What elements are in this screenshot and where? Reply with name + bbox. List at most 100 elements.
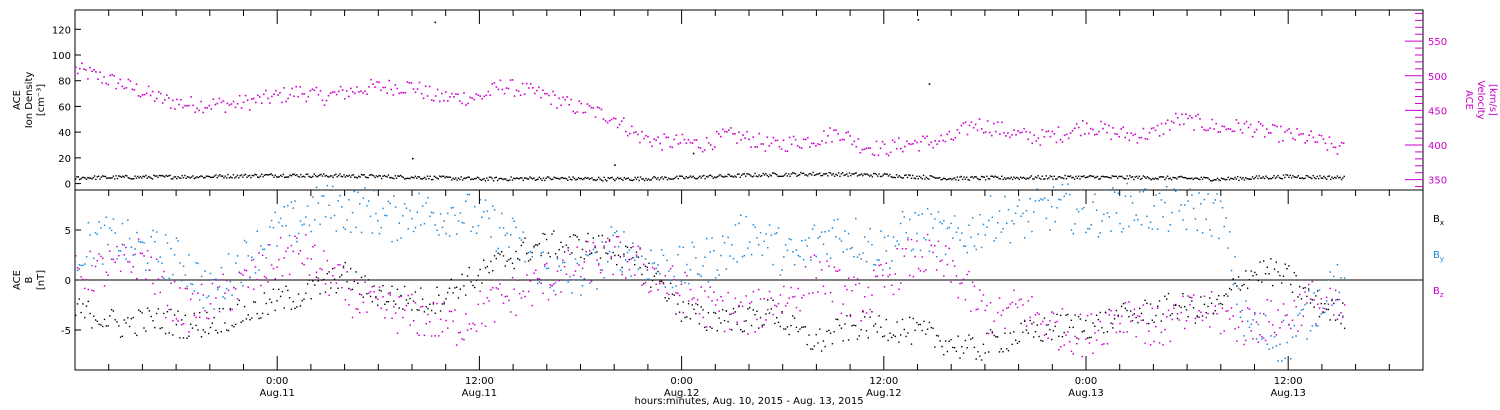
- density-point-850: [1220, 177, 1223, 179]
- density-point-514: [767, 176, 770, 178]
- bz-point-564: [1088, 342, 1091, 344]
- velocity-point-133: [343, 98, 346, 100]
- velocity-point-21: [117, 82, 120, 84]
- bz-point-476: [930, 244, 932, 247]
- density-point-676: [986, 175, 988, 177]
- velocity-point-72: [220, 101, 223, 104]
- bx-point-545: [1054, 325, 1056, 328]
- bz-point-81: [220, 279, 223, 281]
- bx-point-656: [1254, 271, 1256, 274]
- by-point-8: [89, 234, 91, 236]
- bx-point-54: [172, 334, 174, 336]
- by-point-664: [1268, 348, 1270, 350]
- density-point-869: [1246, 177, 1248, 180]
- velocity-point-92: [261, 102, 263, 104]
- velocity-point-254: [588, 105, 591, 107]
- density-point-142: [266, 174, 268, 176]
- density-point-740: [1072, 176, 1074, 179]
- by-point-349: [702, 265, 704, 267]
- bx-point-343: [691, 304, 693, 306]
- bx-point-210: [452, 292, 454, 294]
- by-point-638: [1221, 207, 1224, 209]
- bx-point-140: [326, 273, 328, 275]
- bz-point-58: [179, 287, 181, 289]
- velocity-point-559: [1205, 129, 1207, 132]
- velocity-point-268: [616, 126, 619, 129]
- by-point-46: [157, 260, 160, 263]
- density-point-709: [1030, 175, 1033, 177]
- bx-point-335: [677, 303, 679, 305]
- bz-point-256: [535, 269, 537, 272]
- bz-point-591: [1137, 315, 1139, 317]
- density-point-234: [390, 176, 392, 179]
- bx-point-677: [1291, 291, 1294, 293]
- by-point-491: [957, 227, 959, 229]
- bz-point-427: [842, 303, 844, 305]
- velocity-point-512: [1110, 138, 1112, 141]
- bz-point-570: [1099, 320, 1101, 323]
- density-point-293: [470, 178, 472, 181]
- bz-point-57: [177, 320, 179, 322]
- bz-point-507: [986, 304, 988, 307]
- bx-point-456: [894, 335, 896, 338]
- by-point-117: [285, 224, 287, 227]
- density-point-177: [313, 173, 315, 175]
- bz-point-614: [1178, 319, 1181, 321]
- bz-point-703: [1338, 298, 1340, 301]
- by-point-339: [684, 282, 686, 284]
- bz-point-594: [1142, 304, 1145, 306]
- density-point-938: [1339, 176, 1341, 179]
- density-point-860: [1234, 176, 1236, 179]
- bz-point-647: [1237, 326, 1240, 329]
- by-point-271: [562, 261, 564, 264]
- density-point-571: [844, 174, 847, 176]
- bz-point-68: [197, 292, 199, 294]
- density-point-803: [1157, 178, 1159, 180]
- density-point-314: [498, 178, 500, 180]
- by-point-673: [1284, 357, 1287, 360]
- velocity-point-319: [720, 135, 722, 138]
- by-point-235: [497, 247, 499, 250]
- bx-point-386: [768, 312, 771, 314]
- by-point-157: [357, 191, 359, 194]
- bx-point-396: [786, 326, 789, 328]
- density-point-634: [929, 175, 931, 177]
- velocity-point-342: [766, 136, 769, 138]
- by-point-598: [1149, 221, 1152, 223]
- density-point-853: [1224, 179, 1227, 181]
- bx-point-306: [625, 245, 627, 248]
- bx-point-204: [441, 303, 444, 305]
- by-point-224: [477, 225, 480, 227]
- bz-point-694: [1322, 311, 1324, 313]
- by-point-5: [84, 263, 86, 265]
- velocity-point-350: [782, 139, 785, 142]
- bx-point-440: [865, 330, 868, 332]
- bz-point-666: [1272, 324, 1274, 326]
- velocity-tick-label-1: 400: [1428, 141, 1447, 152]
- density-point-822: [1183, 176, 1185, 179]
- bx-point-617: [1184, 306, 1186, 308]
- bz-point-392: [779, 294, 782, 296]
- by-point-155: [353, 190, 356, 193]
- bx-point-24: [118, 325, 120, 327]
- density-point-650: [951, 179, 953, 181]
- bz-point-299: [612, 273, 614, 276]
- bx-point-558: [1077, 315, 1080, 318]
- bx-point-50: [164, 332, 167, 335]
- bz-point-138: [323, 250, 325, 252]
- velocity-point-535: [1156, 124, 1159, 127]
- by-point-637: [1219, 200, 1222, 202]
- by-point-128: [305, 216, 307, 218]
- by-point-240: [506, 232, 508, 235]
- by-point-220: [470, 230, 472, 233]
- velocity-point-394: [871, 153, 874, 156]
- density-point-390: [600, 179, 603, 181]
- by-point-545: [1054, 220, 1056, 223]
- density-point-382: [589, 177, 592, 180]
- by-point-336: [678, 246, 681, 248]
- bx-point-525: [1018, 340, 1020, 343]
- bx-point-390: [776, 317, 778, 319]
- bz-point-500: [973, 285, 976, 288]
- bz-point-489: [953, 265, 956, 267]
- density-point-582: [859, 174, 861, 176]
